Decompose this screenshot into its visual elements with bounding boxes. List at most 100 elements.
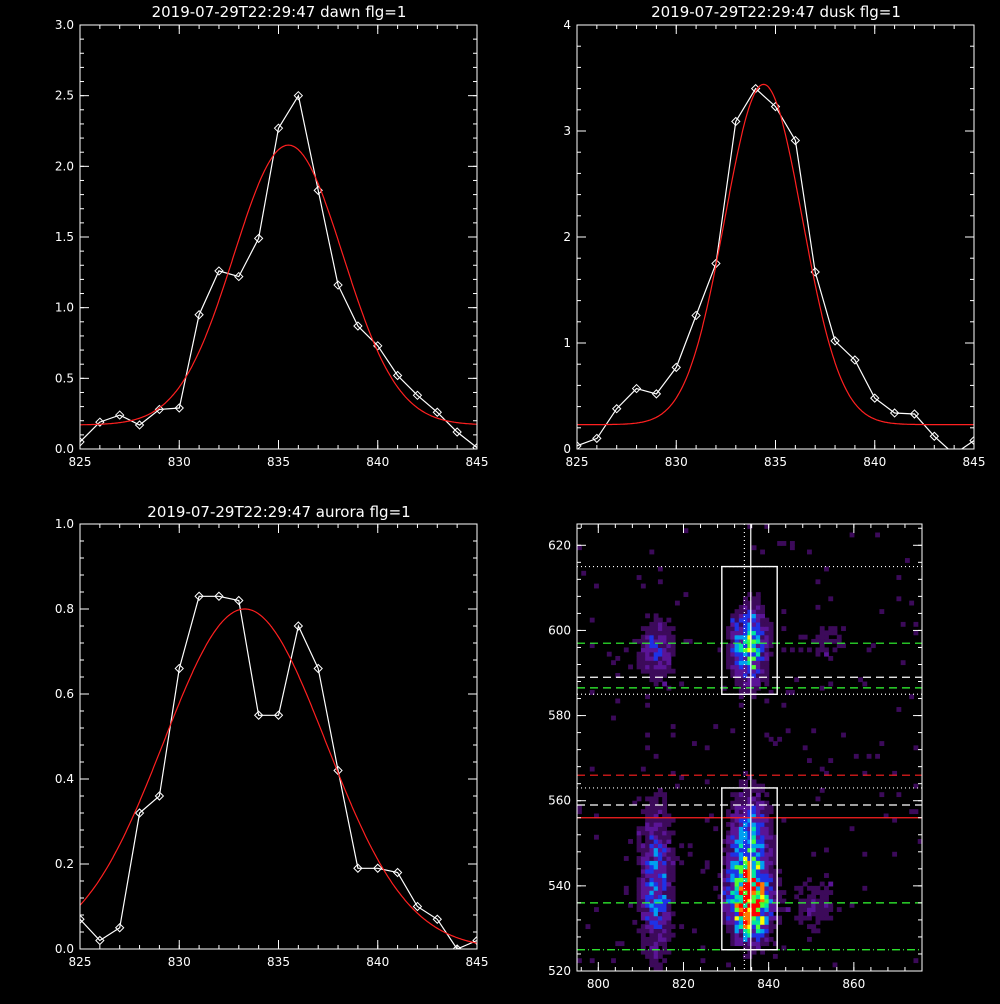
image-pixel xyxy=(755,851,761,857)
dawn-data-line xyxy=(80,94,477,449)
image-pixel xyxy=(824,911,829,917)
image-pixel xyxy=(875,532,881,538)
image-pixel xyxy=(751,694,757,700)
image-pixel xyxy=(802,915,808,921)
image-pixel xyxy=(764,873,770,878)
image-pixel xyxy=(730,911,736,917)
image-pixel xyxy=(738,885,744,891)
image-pixel xyxy=(764,630,770,636)
image-pixel xyxy=(611,660,616,666)
image-pixel xyxy=(670,885,676,891)
dawn-y-tick-label: 2.0 xyxy=(55,159,74,173)
image-pixel xyxy=(645,830,651,836)
image-pixel xyxy=(734,634,740,640)
image-pixel xyxy=(755,885,761,891)
image-pixel xyxy=(662,630,668,636)
image-pixel xyxy=(764,817,770,823)
image-pixel xyxy=(760,609,766,614)
image-pixel xyxy=(760,843,766,849)
image-pixel xyxy=(645,877,651,883)
image-pixel xyxy=(662,681,668,687)
image-pixel xyxy=(747,655,753,661)
image-pixel xyxy=(662,847,668,853)
image-pixel xyxy=(743,617,748,623)
image-pixel xyxy=(802,907,808,912)
image-pixel xyxy=(760,919,766,925)
image-pixel xyxy=(828,655,834,661)
image-pixel xyxy=(781,702,787,708)
image-pixel xyxy=(670,894,676,900)
image-pixel xyxy=(670,868,676,874)
image-pixel xyxy=(747,592,753,597)
dusk-y-tick-label: 0 xyxy=(563,442,571,456)
image-pixel xyxy=(781,945,787,951)
image-pixel xyxy=(640,907,646,912)
dawn-title: 2019-07-29T22:29:47 dawn flg=1 xyxy=(152,3,407,21)
image-pixel xyxy=(670,668,676,674)
aurora-title: 2019-07-29T22:29:47 aurora flg=1 xyxy=(147,503,410,521)
image-pixel xyxy=(747,894,753,900)
image-pixel xyxy=(743,851,748,857)
image-pixel xyxy=(666,617,672,623)
image-pixel xyxy=(824,630,829,636)
image-pixel xyxy=(755,941,761,947)
image-pixel xyxy=(738,924,744,930)
image-pixel xyxy=(726,894,731,900)
image-pixel xyxy=(653,898,659,904)
image-pixel xyxy=(657,579,663,585)
image-pixel xyxy=(657,911,663,917)
image-pixel xyxy=(819,907,825,912)
image-pixel xyxy=(777,894,783,900)
image-pixel xyxy=(896,792,902,798)
image-pixel xyxy=(760,851,766,857)
dusk-data-point xyxy=(790,135,801,146)
image-pixel xyxy=(807,911,812,917)
aurora-y-tick-label: 0.2 xyxy=(55,857,74,871)
image-pixel xyxy=(755,685,761,691)
image-pixel xyxy=(764,894,770,900)
image-pixel xyxy=(666,830,672,836)
image-pixel xyxy=(815,902,821,908)
image-pixel xyxy=(700,958,706,964)
image-pixel xyxy=(764,524,770,529)
dawn-x-tick-label: 825 xyxy=(69,455,92,469)
image-pixel xyxy=(751,881,757,887)
image-pixel xyxy=(670,638,676,644)
image-pixel xyxy=(794,677,800,683)
aurora-data-point xyxy=(273,710,284,720)
image-pixel xyxy=(751,847,757,853)
image-pixel xyxy=(645,851,651,857)
image-pixel xyxy=(738,907,744,912)
image-pixel xyxy=(764,822,770,827)
image-pixel xyxy=(730,941,736,947)
image-pixel xyxy=(666,864,672,870)
image-pixel xyxy=(755,617,761,623)
image-pixel xyxy=(645,613,651,619)
image-pixel xyxy=(755,681,761,687)
image-pixel xyxy=(768,843,774,849)
image-pixel xyxy=(649,885,655,891)
dusk-data-point xyxy=(850,355,860,365)
image-pixel xyxy=(743,941,748,947)
image-pixel xyxy=(913,809,919,815)
image-pixel xyxy=(815,634,821,640)
image-pixel xyxy=(657,890,663,895)
image-pixel xyxy=(645,919,651,925)
image-pixel xyxy=(645,898,651,904)
image-pixel xyxy=(866,647,872,653)
image-pixel xyxy=(768,736,774,742)
image-pixel xyxy=(666,643,672,649)
image-pixel xyxy=(760,860,766,866)
image-pixel xyxy=(730,647,736,653)
image-pixel xyxy=(730,817,736,823)
image-pixel xyxy=(738,792,744,798)
image-pixel xyxy=(645,813,651,819)
image-pixel xyxy=(662,958,668,964)
dawn-plot-area xyxy=(80,90,477,449)
image-pixel xyxy=(755,873,761,878)
dusk-data-line xyxy=(577,87,974,449)
image-pixel xyxy=(657,822,663,827)
image-pixel xyxy=(913,745,919,751)
dusk-panel: 825 830 835 840 845 0 1 2 3 4 xyxy=(563,18,985,469)
image-pixel xyxy=(743,664,748,670)
